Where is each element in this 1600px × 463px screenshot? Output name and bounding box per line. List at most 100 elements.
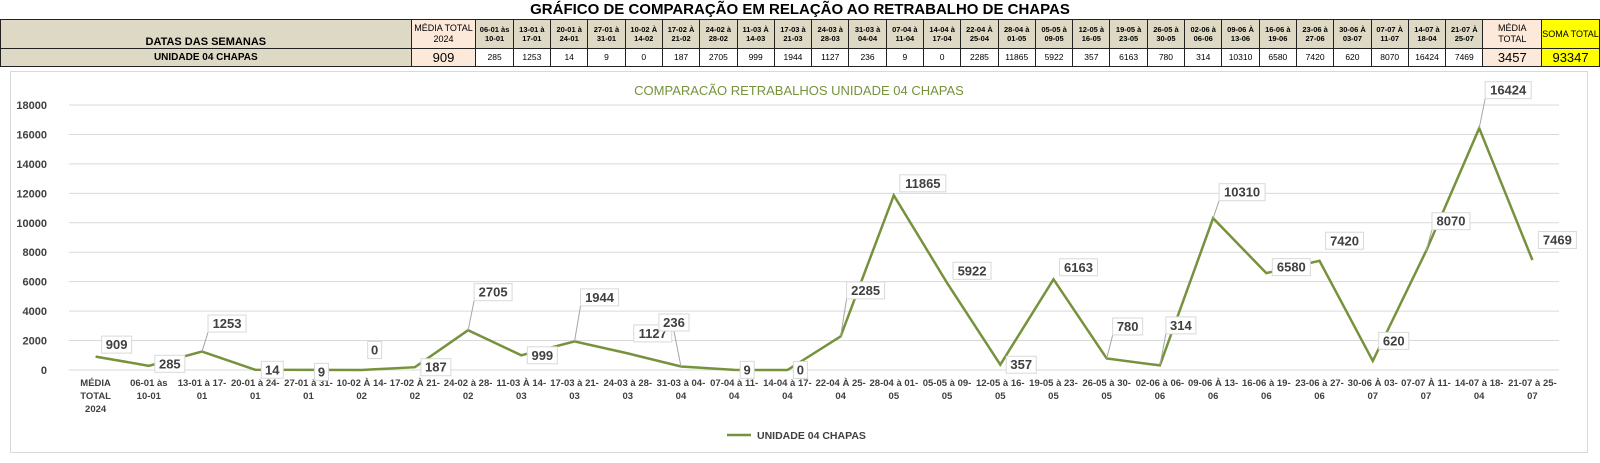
data-label: 9 (318, 364, 325, 379)
x-tick-label: 14-07 à 18-04 (1455, 378, 1504, 402)
week-header-cell[interactable]: 19-05 à 23-05 (1109, 19, 1148, 49)
y-tick-label: 2000 (23, 336, 47, 348)
week-header-cell[interactable]: 21-07 À 25-07 (1445, 19, 1484, 49)
week-value-cell[interactable]: 8070 (1370, 48, 1409, 67)
x-tick-label: 27-01 à 31-01 (284, 378, 333, 402)
week-header-cell[interactable]: 31-03 à 04-04 (848, 19, 887, 49)
week-header-cell[interactable]: 24-02 à 28-02 (699, 19, 738, 49)
label-leader-line (1478, 98, 1486, 129)
week-header-cell[interactable]: 14-04 à 17-04 (922, 19, 962, 49)
week-value-cell[interactable]: 5922 (1034, 48, 1074, 67)
data-label: 236 (663, 315, 685, 330)
row-header-label[interactable]: DATAS DAS SEMANAS (0, 19, 412, 49)
avg-total-label[interactable]: MÉDIA TOTAL (1482, 19, 1543, 49)
y-tick-label: 16000 (16, 129, 47, 141)
x-tick-label: 21-07 à 25-07 (1508, 378, 1557, 402)
week-header-cell[interactable]: 24-03 à 28-03 (811, 19, 850, 49)
week-header-cell[interactable]: 17-02 À 21-02 (661, 19, 701, 49)
week-header-cell[interactable]: 13-01 à 17-01 (512, 19, 552, 49)
data-label-box (658, 313, 690, 332)
week-header-cell[interactable]: 11-03 À 14-03 (736, 19, 775, 49)
x-tick-label: 30-06 À 03-07 (1348, 378, 1398, 402)
week-header-cell[interactable]: 06-01 às 10-01 (475, 19, 514, 49)
week-value-cell[interactable]: 10310 (1221, 48, 1260, 67)
week-value-cell[interactable]: 16424 (1407, 48, 1447, 67)
week-value-cell[interactable]: 6163 (1109, 48, 1148, 67)
week-header-cell[interactable]: 23-06 à 27-06 (1295, 19, 1335, 49)
data-label-box (367, 341, 383, 359)
week-value-cell[interactable]: 0 (922, 48, 962, 67)
week-value-cell[interactable]: 620 (1333, 48, 1372, 67)
week-header-cell[interactable]: 05-05 à 09-05 (1034, 19, 1074, 49)
week-header-cell[interactable]: 22-04 À 25-04 (960, 19, 999, 49)
data-label: 314 (1170, 318, 1192, 333)
week-header-cell[interactable]: 17-03 à 21-03 (773, 19, 813, 49)
week-value-cell[interactable]: 7469 (1445, 48, 1484, 67)
data-label-box (420, 358, 452, 377)
week-value-cell[interactable]: 2705 (699, 48, 738, 67)
y-tick-label: 18000 (16, 100, 47, 112)
data-label-box (1005, 355, 1037, 374)
week-value-cell[interactable]: 14 (550, 48, 589, 67)
week-header-cell[interactable]: 07-04 à 11-04 (885, 19, 925, 49)
sum-total-value[interactable]: 93347 (1541, 48, 1600, 67)
week-value-cell[interactable]: 9 (885, 48, 925, 67)
week-value-cell[interactable]: 7420 (1295, 48, 1335, 67)
y-tick-label: 6000 (23, 277, 47, 289)
avg-total-value[interactable]: 3457 (1482, 48, 1543, 67)
week-header-cell[interactable]: 12-05 à 16-05 (1072, 19, 1111, 49)
week-value-cell[interactable]: 1253 (512, 48, 552, 67)
data-label: 16424 (1490, 83, 1527, 98)
week-value-cell[interactable]: 780 (1146, 48, 1186, 67)
data-label: 2285 (851, 283, 880, 298)
week-header-cell[interactable]: 16-06 à 19-06 (1258, 19, 1297, 49)
week-header-cell[interactable]: 14-07 à 18-04 (1407, 19, 1447, 49)
line-chart: COMPARACÃO RETRABALHOS UNIDADE 04 CHAPAS… (16, 81, 1577, 442)
data-label-box (1431, 212, 1471, 231)
week-value-cell[interactable]: 236 (848, 48, 887, 67)
week-header-cell[interactable]: 26-05 à 30-05 (1146, 19, 1186, 49)
week-value-cell[interactable]: 11865 (997, 48, 1036, 67)
week-header-cell[interactable]: 07-07 À 11-07 (1370, 19, 1409, 49)
label-leader-line (467, 300, 475, 331)
data-label-box (313, 362, 329, 381)
chart-area[interactable]: COMPARACÃO RETRABALHOS UNIDADE 04 CHAPAS… (10, 71, 1588, 453)
x-tick-label: 02-06 à 06-06 (1136, 378, 1185, 402)
avg-total-2024-value[interactable]: 909 (410, 48, 477, 67)
week-value-cell[interactable]: 999 (736, 48, 775, 67)
week-value-cell[interactable]: 357 (1072, 48, 1111, 67)
data-label-box (580, 288, 620, 307)
week-value-cell[interactable]: 9 (587, 48, 626, 67)
avg-total-2024-label[interactable]: MÉDIA TOTAL 2024 (410, 19, 477, 49)
data-label-box (526, 346, 558, 365)
week-value-cell[interactable]: 187 (661, 48, 701, 67)
data-label-box (952, 261, 992, 280)
data-label-box (739, 360, 755, 379)
week-header-cell[interactable]: 30-06 À 03-07 (1333, 19, 1372, 49)
week-value-cell[interactable]: 2285 (960, 48, 999, 67)
y-tick-label: 4000 (23, 306, 47, 318)
sum-total-label[interactable]: SOMA TOTAL (1541, 19, 1600, 49)
week-value-cell[interactable]: 0 (624, 48, 663, 67)
week-header-cell[interactable]: 28-04 à 01-05 (997, 19, 1036, 49)
data-label-box (260, 360, 284, 379)
week-value-cell[interactable]: 1944 (773, 48, 813, 67)
week-value-cell[interactable]: 6580 (1258, 48, 1297, 67)
week-header-cell[interactable]: 02-06 à 06-06 (1184, 19, 1223, 49)
week-header-cell[interactable]: 09-06 À 13-06 (1221, 19, 1260, 49)
chart-title: COMPARACÃO RETRABALHOS UNIDADE 04 CHAPAS (634, 83, 964, 98)
y-tick-label: 14000 (16, 159, 47, 171)
week-header-cell[interactable]: 10-02 À 14-02 (624, 19, 663, 49)
x-tick-label: MÉDIA TOTAL 2024 (80, 378, 111, 415)
row-label[interactable]: UNIDADE 04 CHAPAS (0, 48, 412, 67)
week-value-cell[interactable]: 1127 (811, 48, 850, 67)
x-tick-label: 28-04 à 01-05 (870, 378, 919, 402)
data-table: DATAS DAS SEMANAS MÉDIA TOTAL 2024 06-01… (0, 19, 1600, 67)
week-value-cell[interactable]: 314 (1184, 48, 1223, 67)
week-header-cell[interactable]: 20-01 à 24-01 (550, 19, 589, 49)
x-tick-label: 31-03 à 04-04 (657, 378, 706, 402)
week-value-cell[interactable]: 285 (475, 48, 514, 67)
data-label-box (846, 281, 886, 300)
week-header-cell[interactable]: 27-01 à 31-01 (587, 19, 626, 49)
data-label: 620 (1383, 333, 1405, 348)
